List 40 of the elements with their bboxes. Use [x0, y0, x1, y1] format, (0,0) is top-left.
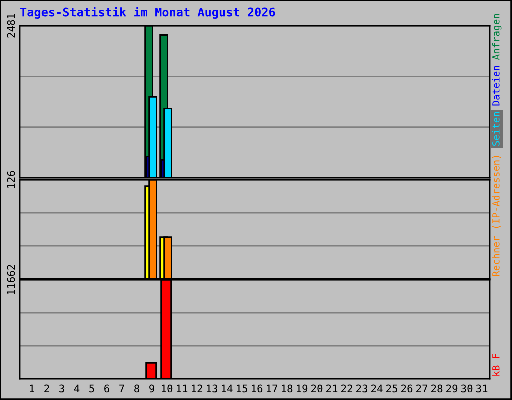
x-tick-label: 29 — [446, 384, 458, 393]
y-tick-label: 126 — [7, 171, 16, 188]
x-tick-label: 27 — [416, 384, 428, 393]
text: Seiten — [492, 112, 500, 146]
x-tick-label: 18 — [282, 384, 293, 393]
x-tick-label: 22 — [342, 384, 352, 393]
x-tick-label: 30 — [461, 384, 473, 393]
x-tick-label: 31 — [476, 384, 488, 393]
chart-title: Tages-Statistik im Monat August 2026 — [20, 6, 276, 20]
x-tick-label: 23 — [356, 384, 368, 393]
x-tick-label: 14 — [222, 384, 233, 393]
x-tick-label: 3 — [60, 384, 64, 393]
x-tick-label: 26 — [402, 384, 413, 393]
y-tick-label: 11662 — [7, 265, 16, 294]
x-tick-label: 2 — [44, 384, 50, 393]
text: Dateien — [492, 66, 500, 106]
x-tick-label: 20 — [312, 384, 323, 393]
x-tick-label: 8 — [134, 384, 140, 393]
x-tick-label: 1 — [30, 384, 34, 393]
x-tick-label: 4 — [74, 384, 80, 393]
text: Rechner (IP-Adressen) — [492, 156, 501, 276]
x-tick-label: 11 — [177, 384, 188, 393]
x-tick-label: 9 — [150, 384, 154, 393]
text: Anfragen — [492, 14, 502, 60]
x-tick-label: 24 — [372, 384, 383, 393]
x-tick-label: 6 — [104, 384, 110, 393]
y-tick-label: 2481 — [7, 14, 16, 38]
x-tick-label: 13 — [207, 384, 218, 393]
x-tick-label: 21 — [326, 384, 338, 393]
x-tick-label: 12 — [192, 384, 202, 393]
x-tick-label: 28 — [432, 384, 443, 393]
x-tick-label: 16 — [252, 384, 263, 393]
x-tick-label: 7 — [120, 384, 124, 393]
x-tick-label: 15 — [237, 384, 248, 393]
text: kB F — [492, 354, 500, 376]
x-tick-label: 17 — [267, 384, 278, 393]
x-tick-label: 25 — [386, 384, 398, 393]
x-tick-label: 19 — [297, 384, 308, 393]
x-tick-label: 5 — [90, 384, 94, 393]
x-tick-label: 10 — [162, 384, 173, 393]
